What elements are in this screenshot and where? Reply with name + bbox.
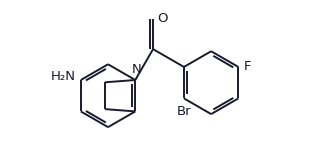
Text: H₂N: H₂N: [51, 70, 76, 83]
Text: O: O: [157, 12, 168, 25]
Text: F: F: [244, 60, 252, 73]
Text: Br: Br: [177, 105, 191, 118]
Text: N: N: [132, 63, 142, 76]
